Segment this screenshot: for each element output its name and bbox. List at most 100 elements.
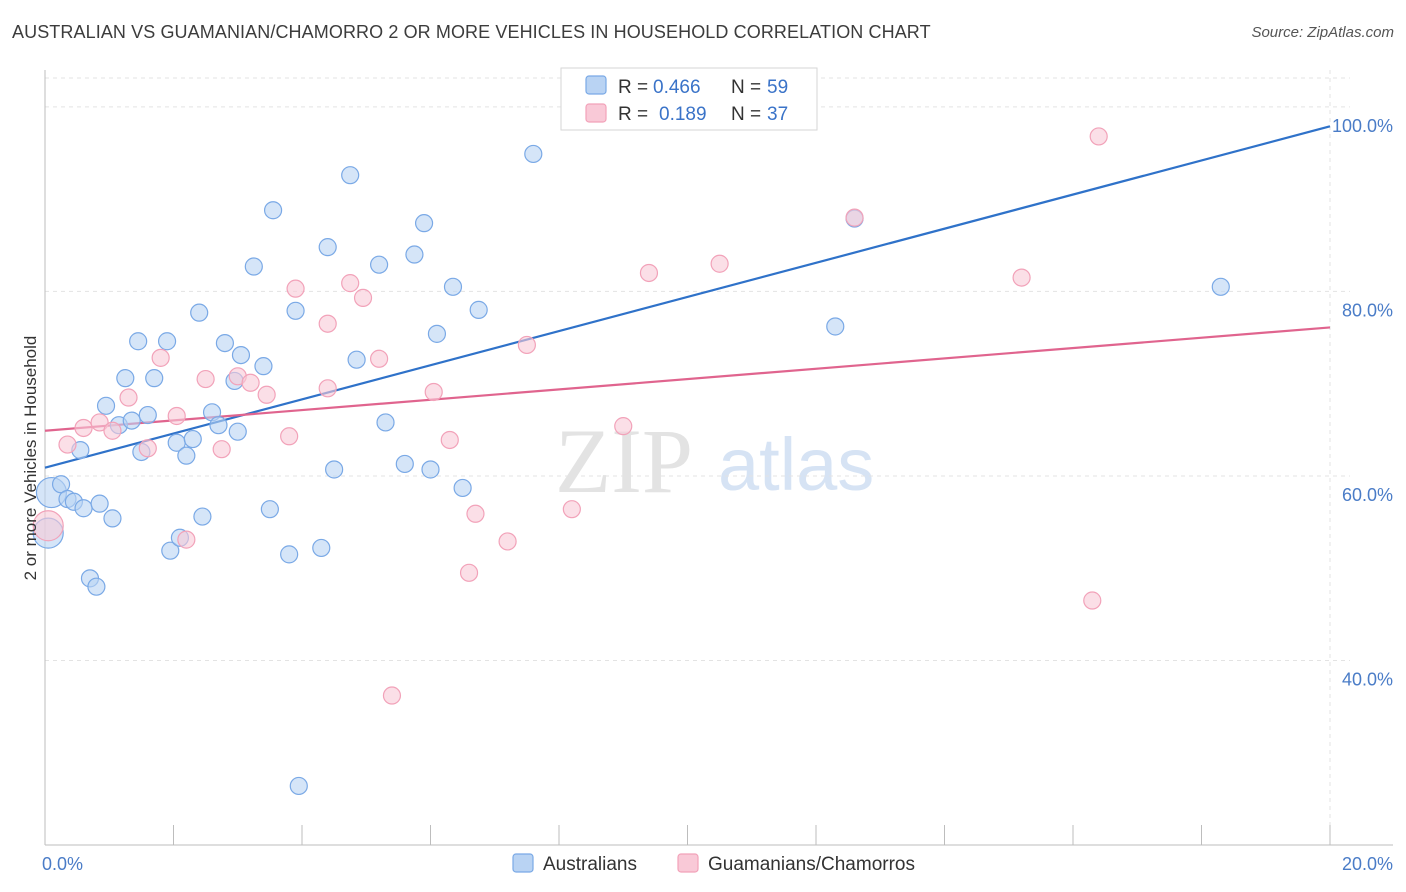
point-series-0-17: [138, 405, 157, 425]
point-series-1-32: [710, 254, 729, 273]
y-tick-label-1: 60.0%: [1342, 485, 1393, 505]
point-series-0-29: [215, 333, 234, 353]
point-series-1-1: [58, 435, 77, 454]
point-series-0-50: [421, 460, 440, 479]
point-series-0-38: [286, 301, 305, 320]
point-series-1-0: [32, 510, 64, 542]
series-legend-label-australians: Australians: [543, 854, 637, 875]
point-series-1-16: [286, 279, 305, 298]
series-legend-label-guamanians: Guamanians/Chamorros: [708, 854, 915, 875]
point-series-0-9: [90, 494, 109, 513]
point-series-0-56: [826, 317, 845, 336]
series-legend: Australians Guamanians/Chamorros: [512, 853, 915, 875]
point-series-1-29: [562, 500, 581, 519]
point-series-1-31: [639, 263, 659, 283]
y-tick-label-2: 80.0%: [1342, 300, 1393, 320]
stats-legend-r-value-australians: 0.466: [653, 77, 701, 98]
point-series-1-18: [318, 314, 337, 333]
point-series-1-2: [74, 418, 93, 438]
point-series-1-14: [257, 385, 276, 404]
stats-legend-n-label-guamanians: N =: [731, 104, 761, 125]
x-tick-label-1: 20.0%: [1342, 854, 1393, 874]
point-series-1-19: [341, 274, 360, 293]
point-series-0-15: [129, 332, 148, 351]
point-series-0-31: [228, 422, 247, 441]
point-series-0-54: [469, 300, 488, 319]
point-series-1-20: [353, 288, 373, 307]
watermark-atlas: atlas: [718, 423, 874, 506]
chart-title: AUSTRALIAN VS GUAMANIAN/CHAMORRO 2 OR MO…: [12, 22, 931, 42]
stats-legend: R = 0.466 N = 59 R = 0.189 N = 37: [560, 67, 818, 131]
point-series-0-11: [103, 509, 122, 528]
point-series-0-37: [280, 545, 299, 564]
point-series-1-25: [459, 563, 479, 582]
point-series-1-7: [151, 348, 170, 367]
stats-legend-n-value-australians: 59: [767, 77, 788, 98]
point-series-0-32: [231, 345, 251, 365]
stats-legend-r-label-australians: R =: [618, 77, 648, 98]
point-series-0-35: [260, 500, 279, 519]
point-series-0-10: [96, 396, 116, 415]
point-series-0-52: [443, 277, 463, 296]
point-series-0-33: [244, 257, 263, 276]
source-credit: Source: ZipAtlas.com: [1251, 24, 1394, 41]
stats-legend-swatch-guamanians: [585, 103, 607, 123]
point-series-1-26: [466, 504, 485, 523]
point-series-0-19: [157, 332, 177, 351]
point-series-0-36: [263, 201, 283, 220]
point-series-0-26: [193, 507, 212, 526]
point-series-0-42: [325, 460, 344, 479]
series-legend-swatch-guamanians: [677, 853, 699, 873]
point-series-1-4: [103, 421, 122, 440]
point-series-0-39: [289, 776, 308, 796]
y-tick-label-0: 40.0%: [1342, 669, 1393, 689]
data-points: [32, 127, 1230, 796]
trend-lines: [44, 125, 1331, 469]
y-axis-label: 2 or more Vehicles in Household: [21, 336, 40, 581]
point-series-0-25: [190, 303, 209, 322]
point-series-1-3: [90, 413, 109, 432]
point-series-0-28: [209, 416, 228, 435]
point-series-0-13: [116, 369, 135, 388]
axes: [44, 70, 1393, 846]
point-series-0-48: [405, 245, 424, 264]
point-series-1-33: [845, 208, 864, 227]
stats-legend-r-value-guamanians: 0.189: [659, 104, 707, 125]
stats-legend-r-label-guamanians: R =: [618, 104, 648, 125]
point-series-0-43: [341, 166, 360, 185]
stats-legend-swatch-australians: [585, 75, 607, 95]
point-series-0-34: [254, 357, 273, 376]
point-series-0-14: [122, 411, 141, 430]
point-series-0-46: [376, 413, 395, 432]
point-series-0-24: [183, 429, 202, 449]
point-series-1-11: [212, 440, 231, 459]
point-series-0-47: [395, 454, 414, 474]
point-series-0-20: [161, 541, 180, 560]
trend-line-0: [44, 125, 1331, 469]
point-series-0-40: [312, 538, 331, 558]
point-series-1-8: [167, 406, 186, 426]
point-series-1-17: [318, 379, 337, 398]
point-series-0-55: [524, 144, 543, 164]
point-series-1-9: [177, 530, 196, 549]
point-series-0-45: [370, 255, 389, 274]
x-tick-label-0: 0.0%: [42, 854, 83, 874]
point-series-1-35: [1083, 591, 1102, 610]
point-series-0-23: [177, 446, 196, 465]
point-series-1-10: [196, 369, 215, 389]
point-series-1-22: [382, 686, 402, 705]
gridlines: [45, 70, 1350, 845]
trend-line-1: [44, 326, 1331, 432]
point-series-1-24: [440, 430, 459, 450]
stats-legend-n-value-guamanians: 37: [767, 104, 788, 125]
y-tick-label-3: 100.0%: [1332, 116, 1393, 136]
point-series-0-49: [414, 214, 434, 233]
point-series-1-27: [498, 532, 517, 551]
point-series-1-23: [424, 382, 443, 402]
point-series-1-15: [280, 427, 299, 446]
point-series-0-41: [318, 238, 337, 257]
point-series-0-8: [87, 577, 106, 596]
point-series-0-51: [427, 324, 447, 343]
point-series-1-13: [241, 373, 260, 392]
